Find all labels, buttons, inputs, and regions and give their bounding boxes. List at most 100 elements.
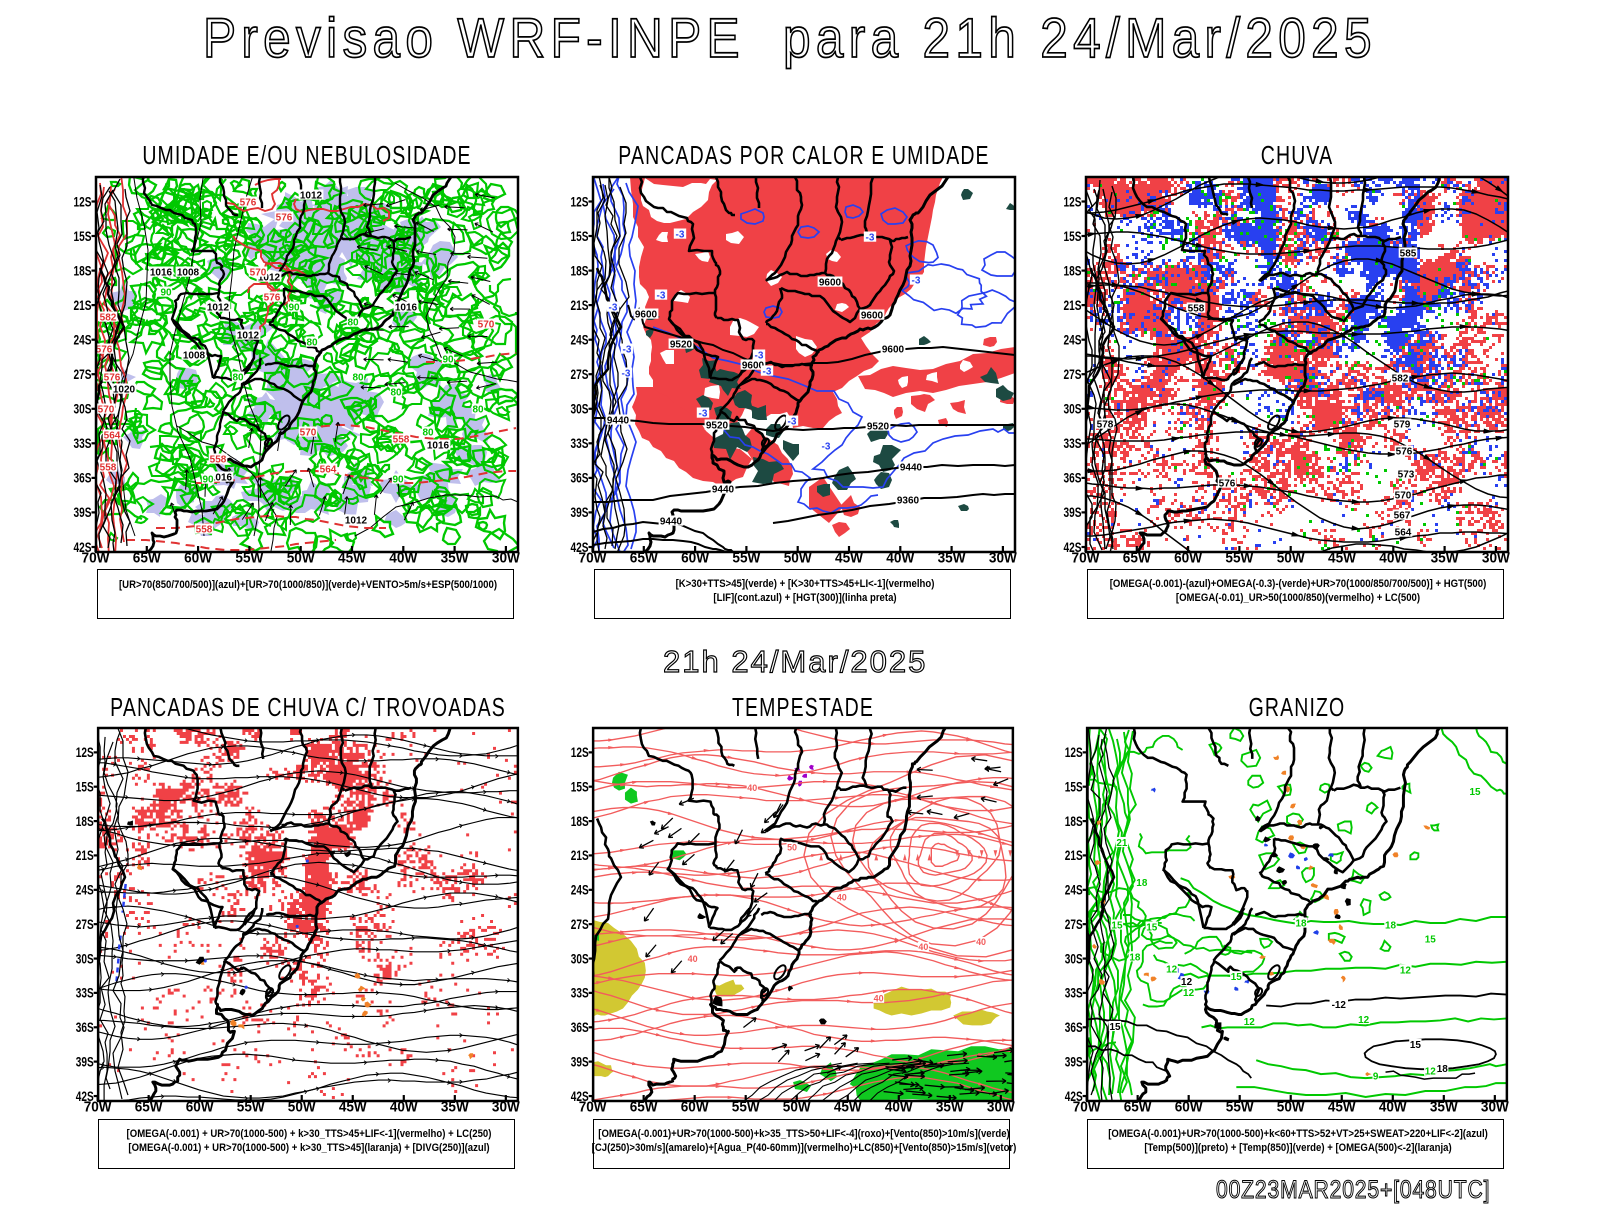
svg-text:21S: 21S [570, 297, 588, 312]
svg-text:1008: 1008 [183, 350, 206, 361]
svg-text:90: 90 [202, 474, 214, 485]
svg-text:-3: -3 [608, 302, 617, 313]
svg-text:42S: 42S [74, 539, 92, 554]
svg-text:15: 15 [1146, 922, 1158, 933]
svg-text:42S: 42S [1063, 539, 1081, 554]
svg-text:70W: 70W [84, 1098, 113, 1115]
svg-text:50W: 50W [783, 549, 812, 566]
svg-text:558: 558 [1187, 303, 1204, 314]
svg-text:-3: -3 [754, 350, 763, 361]
svg-text:55W: 55W [732, 1098, 761, 1115]
svg-text:70W: 70W [579, 1098, 608, 1115]
svg-text:40: 40 [976, 937, 986, 947]
svg-text:40: 40 [919, 942, 929, 952]
svg-text:55W: 55W [1225, 549, 1254, 566]
svg-text:30W: 30W [492, 549, 521, 566]
svg-text:80: 80 [352, 372, 364, 383]
svg-text:-3: -3 [621, 368, 630, 379]
svg-text:12: 12 [1424, 1066, 1436, 1077]
svg-text:35W: 35W [441, 1098, 470, 1115]
svg-text:576: 576 [264, 292, 281, 303]
svg-text:30S: 30S [1063, 401, 1081, 416]
svg-text:18S: 18S [1063, 263, 1081, 278]
svg-text:24S: 24S [570, 332, 588, 347]
svg-text:12S: 12S [571, 745, 589, 760]
svg-text:30S: 30S [74, 401, 92, 416]
svg-text:1008: 1008 [177, 267, 200, 278]
svg-text:30W: 30W [987, 1098, 1016, 1115]
svg-text:18: 18 [1295, 918, 1307, 929]
svg-text:42S: 42S [571, 1088, 589, 1103]
svg-text:570: 570 [1394, 490, 1411, 501]
svg-text:1016: 1016 [150, 267, 173, 278]
svg-text:9520: 9520 [866, 421, 889, 432]
svg-text:36S: 36S [1064, 1020, 1082, 1035]
svg-text:55W: 55W [732, 549, 761, 566]
svg-text:15: 15 [1230, 972, 1242, 983]
svg-text:90: 90 [392, 474, 404, 485]
svg-text:35W: 35W [441, 549, 470, 566]
svg-text:582: 582 [100, 312, 117, 323]
svg-text:36S: 36S [571, 1020, 589, 1035]
svg-text:40: 40 [874, 993, 884, 1003]
svg-text:9600: 9600 [818, 277, 841, 288]
svg-text:50W: 50W [783, 1098, 812, 1115]
svg-text:576: 576 [1395, 446, 1412, 457]
svg-text:35W: 35W [1430, 549, 1459, 566]
svg-text:12: 12 [1399, 965, 1411, 976]
svg-text:80: 80 [472, 404, 484, 415]
svg-text:9440: 9440 [711, 484, 734, 495]
svg-text:15: 15 [1424, 934, 1436, 945]
svg-text:39S: 39S [571, 1054, 589, 1069]
svg-text:18: 18 [1136, 877, 1148, 888]
svg-text:60W: 60W [1174, 1098, 1203, 1115]
svg-text:-3: -3 [821, 441, 830, 452]
svg-text:33S: 33S [570, 436, 588, 451]
svg-text:24S: 24S [1063, 332, 1081, 347]
svg-text:570: 570 [250, 267, 267, 278]
svg-text:570: 570 [300, 427, 317, 438]
svg-text:576: 576 [96, 344, 113, 355]
svg-text:30W: 30W [492, 1098, 521, 1115]
svg-text:15: 15 [1469, 787, 1481, 798]
svg-text:21S: 21S [1063, 297, 1081, 312]
svg-text:564: 564 [320, 464, 337, 475]
svg-text:45W: 45W [1328, 549, 1357, 566]
svg-text:24S: 24S [1064, 882, 1082, 897]
svg-text:567: 567 [1393, 510, 1410, 521]
svg-text:40W: 40W [885, 1098, 914, 1115]
svg-text:9600: 9600 [881, 344, 904, 355]
svg-text:50: 50 [787, 842, 797, 852]
svg-text:33S: 33S [1064, 985, 1082, 1000]
svg-text:33S: 33S [76, 985, 94, 1000]
svg-text:39S: 39S [76, 1054, 94, 1069]
svg-text:576: 576 [276, 212, 293, 223]
svg-text:-3: -3 [787, 416, 796, 427]
svg-text:39S: 39S [570, 505, 588, 520]
svg-text:-3: -3 [675, 229, 684, 240]
svg-text:42S: 42S [1064, 1088, 1082, 1103]
svg-text:55W: 55W [237, 1098, 266, 1115]
svg-text:45W: 45W [339, 1098, 368, 1115]
svg-text:18S: 18S [74, 263, 92, 278]
svg-text:80: 80 [306, 337, 318, 348]
svg-text:30S: 30S [76, 951, 94, 966]
svg-text:27S: 27S [76, 917, 94, 932]
svg-text:21S: 21S [74, 297, 92, 312]
svg-text:50W: 50W [1276, 549, 1305, 566]
svg-text:30W: 30W [988, 549, 1017, 566]
svg-text:1016: 1016 [427, 440, 450, 451]
svg-text:36S: 36S [74, 470, 92, 485]
svg-text:24S: 24S [571, 882, 589, 897]
svg-text:1012: 1012 [258, 272, 281, 283]
svg-text:45W: 45W [338, 549, 367, 566]
svg-text:27S: 27S [570, 367, 588, 382]
svg-text:45W: 45W [835, 549, 864, 566]
svg-text:65W: 65W [630, 1098, 659, 1115]
svg-text:15: 15 [1409, 1039, 1421, 1050]
svg-text:9520: 9520 [705, 420, 728, 431]
svg-text:-3: -3 [762, 366, 771, 377]
svg-text:33S: 33S [571, 985, 589, 1000]
svg-text:18S: 18S [76, 813, 94, 828]
svg-text:65W: 65W [135, 1098, 164, 1115]
